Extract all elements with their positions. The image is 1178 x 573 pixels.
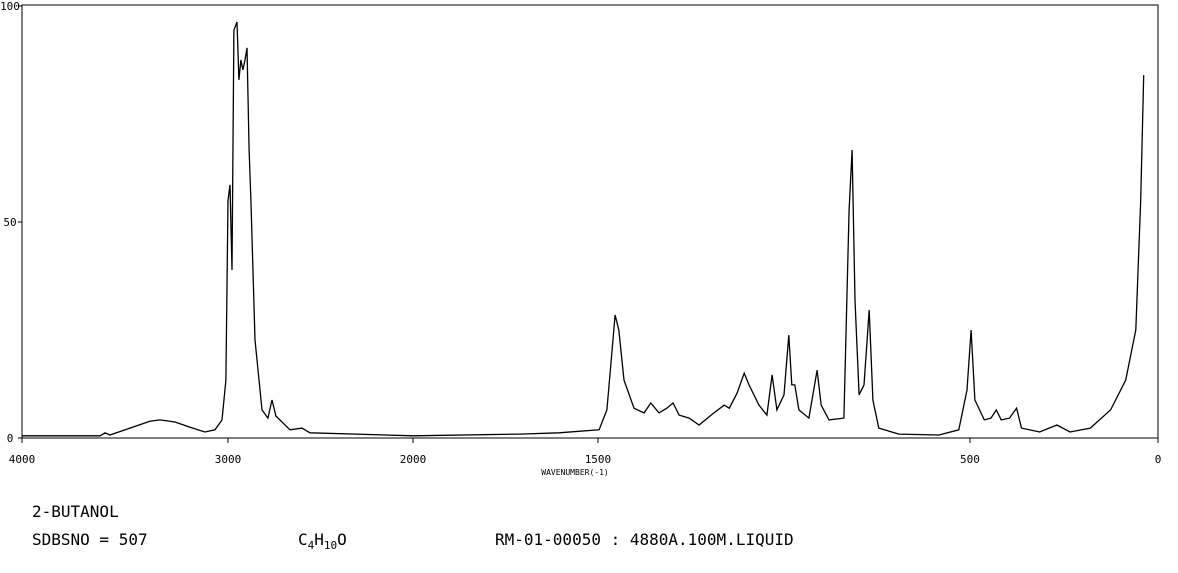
- x-tick-label: 3000: [215, 453, 242, 466]
- measurement-condition: RM-01-00050 : 4880A.100M.LIQUID: [495, 530, 794, 549]
- sdbs-number: SDBSNO = 507: [32, 530, 148, 549]
- plot-frame: [21, 4, 1159, 439]
- y-tick-label: 50: [3, 216, 16, 229]
- x-tick-label: 0: [1155, 453, 1162, 466]
- formula: C4H10O: [298, 530, 347, 552]
- x-tick-label: 4000: [9, 453, 36, 466]
- spectrum-line: [22, 21, 1145, 437]
- x-tick-label: 1500: [585, 453, 612, 466]
- compound-name: 2-BUTANOL: [32, 502, 119, 521]
- y-tick-label: 100: [0, 0, 20, 13]
- x-tick-label: 2000: [400, 453, 427, 466]
- x-tick-label: 500: [960, 453, 980, 466]
- x-axis-label: WAVENUMBER(-1): [541, 468, 608, 477]
- y-tick-label: 0: [7, 432, 14, 445]
